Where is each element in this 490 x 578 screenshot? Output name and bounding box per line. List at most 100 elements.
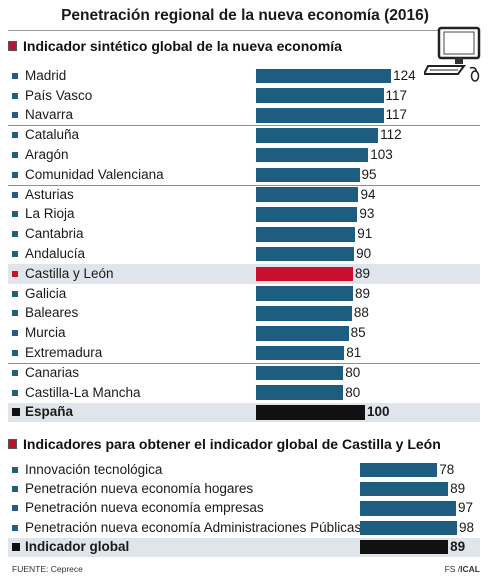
bar-row: Navarra 117 [8,106,480,126]
category-label-innovacion-tecnologica: Innovación tecnológica [25,461,163,477]
value-label-penetracion-nueva-economia-administraciones-publicas: 98 [459,519,475,535]
bar-indicador-global [360,540,449,555]
computer-icon [424,26,481,82]
group-divider [8,184,480,186]
bar-row: Innovación tecnológica 78 [8,460,480,479]
chart-title: Penetración regional de la nueva economí… [61,7,429,24]
value-label-aragon: 103 [370,147,393,163]
total-bullet [12,408,20,417]
bar-baleares [256,306,352,321]
bar-asturias [256,187,359,203]
category-label-aragon: Aragón [25,147,69,163]
category-label-indicador-global: Indicador global [25,539,130,555]
bar-murcia [256,325,349,341]
bar-row: La Rioja 93 [8,205,480,225]
value-label-galicia: 89 [355,285,371,301]
category-label-galicia: Galicia [25,285,67,301]
value-label-canarias: 80 [345,364,361,380]
bar-espana [256,405,365,420]
row-bullet [12,132,18,139]
bar-navarra [256,108,384,123]
bar-castilla-y-leon [256,266,353,282]
bar-penetracion-nueva-economia-hogares [360,481,449,497]
value-label-navarra: 117 [385,107,408,123]
row-bullet [12,524,18,531]
bar-penetracion-nueva-economia-empresas [360,501,457,516]
row-bullet [12,191,18,198]
row-bullet [12,171,18,178]
row-bullet [12,290,18,297]
bar-row: Murcia 85 [8,323,480,343]
row-bullet [12,152,18,159]
value-label-andalucia: 90 [356,246,372,262]
credit: FS /ICAL [445,564,480,574]
value-label-cataluna: 112 [380,127,402,143]
row-bullet [12,112,18,119]
bar-row: Cantabria 91 [8,224,480,244]
total-row: Indicador global 89 [8,537,480,557]
bar-galicia [256,286,353,302]
value-label-indicador-global: 89 [450,539,466,555]
category-label-penetracion-nueva-economia-administraciones-publicas: Penetración nueva economía Administracio… [25,519,362,535]
value-label-baleares: 88 [353,305,369,321]
row-bullet [12,72,18,79]
bar-row: Asturias 94 [8,185,480,205]
bar-andalucia [256,246,355,262]
row-bullet [12,310,18,317]
category-label-castilla-la-mancha: Castilla-La Mancha [25,384,141,400]
section-title: Indicador sintético global de la nueva e… [23,38,342,54]
bar-row: Baleares 88 [8,304,480,324]
category-label-extremadura: Extremadura [25,345,103,361]
bar-innovacion-tecnologica [360,462,438,477]
category-label-pais-vasco: País Vasco [25,87,93,103]
row-bullet [12,389,18,396]
bar-row: Andalucía 90 [8,244,480,264]
bar-comunidad-valenciana [256,167,360,183]
title-rule [8,30,480,31]
row-bullet [12,231,18,238]
bar-cataluna [256,127,379,143]
category-label-asturias: Asturias [25,186,74,202]
value-label-murcia: 85 [350,325,366,341]
bar-row: Penetración nueva economía empresas 97 [8,499,480,518]
value-label-innovacion-tecnologica: 78 [439,461,455,477]
bar-row: Canarias 80 [8,363,480,383]
bar-row: Castilla y León 89 [8,264,480,284]
value-label-madrid: 124 [393,67,416,83]
value-label-la-rioja: 93 [359,206,375,222]
row-bullet [12,466,18,473]
bar-castilla-la-mancha [256,385,344,401]
bar-madrid [256,68,392,84]
bar-row: Comunidad Valenciana 95 [8,165,480,185]
section-marker [8,41,17,51]
value-label-castilla-y-leon: 89 [355,265,371,281]
bar-extremadura [256,345,345,361]
bar-row: Castilla-La Mancha 80 [8,383,480,403]
value-label-asturias: 94 [360,186,376,202]
category-label-navarra: Navarra [25,107,74,123]
category-label-madrid: Madrid [25,67,67,83]
source-note: FUENTE: Ceprece [12,564,83,574]
section-marker [8,439,17,449]
bar-row: Galicia 89 [8,284,480,304]
group-divider [8,125,480,127]
row-bullet [12,505,18,512]
bar-penetracion-nueva-economia-administraciones-publicas [360,520,458,536]
row-bullet [12,92,18,99]
section-header-global: Indicador sintético global de la nueva e… [8,38,480,54]
row-bullet [12,369,18,376]
total-row: España 100 [8,402,480,423]
value-label-pais-vasco: 117 [385,87,408,103]
value-label-extremadura: 81 [346,345,362,361]
bar-row: Aragón 103 [8,145,480,165]
bar-row: País Vasco 117 [8,86,480,106]
bar-cantabria [256,226,356,242]
category-label-la-rioja: La Rioja [25,206,75,222]
category-label-canarias: Canarias [25,364,80,380]
row-bullet [12,270,18,277]
value-label-espana: 100 [367,404,390,420]
credit-fs: FS / [444,564,461,574]
value-label-cantabria: 91 [357,226,373,242]
value-label-penetracion-nueva-economia-hogares: 89 [450,481,466,497]
bar-row: Penetración nueva economía Administracio… [8,518,480,537]
